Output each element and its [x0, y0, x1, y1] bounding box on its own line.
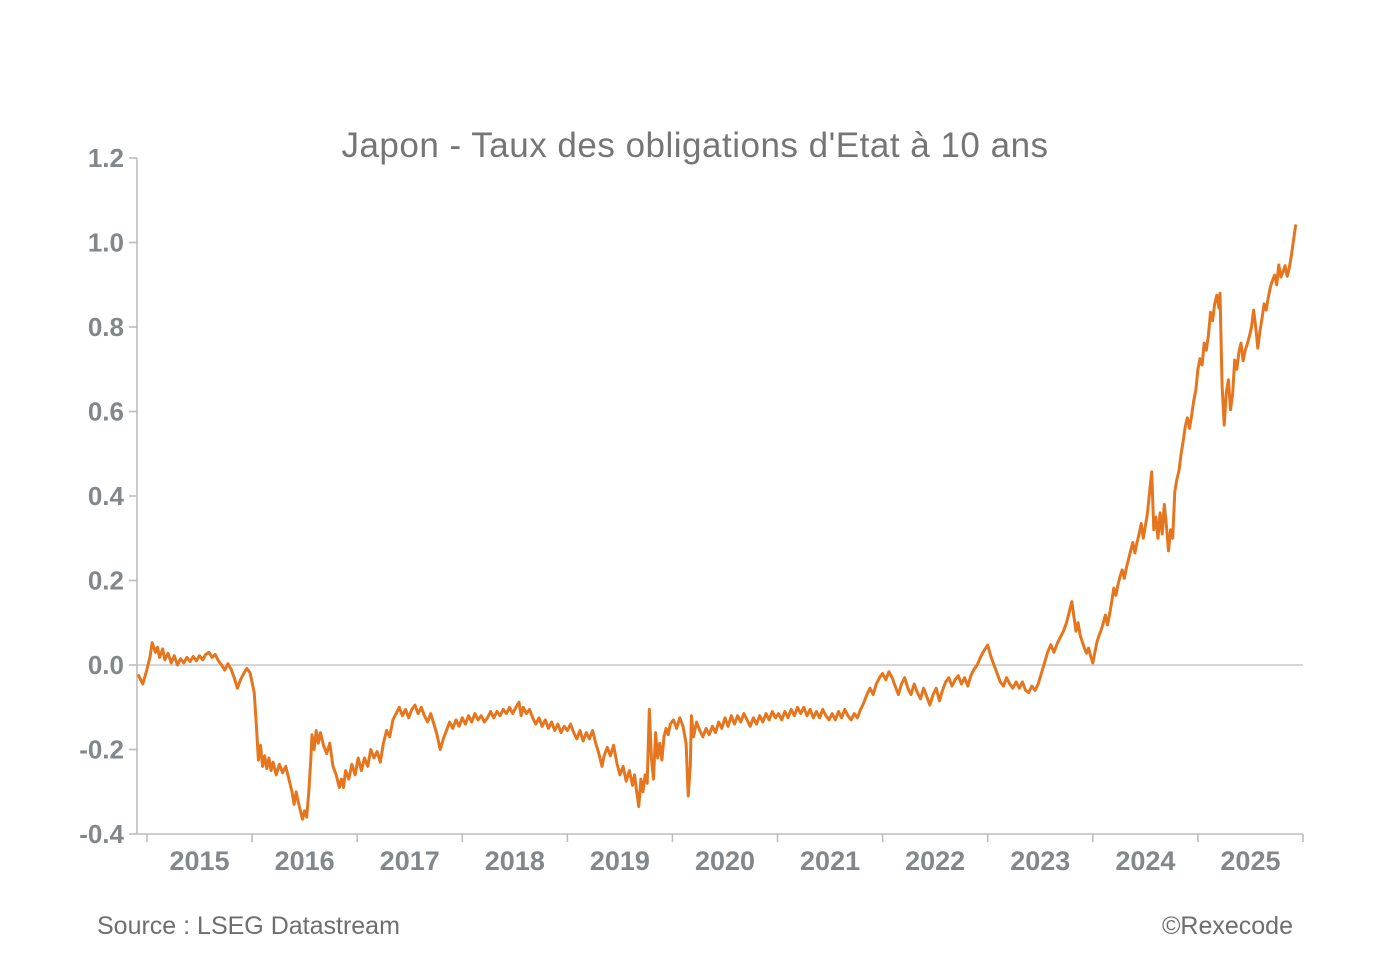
- x-tick-label: 2021: [800, 846, 860, 876]
- y-tick-label: 0.8: [88, 312, 124, 342]
- x-tick-label: 2022: [905, 846, 965, 876]
- y-tick-label: -0.2: [79, 735, 124, 765]
- x-tick-label: 2015: [169, 846, 229, 876]
- y-tick-label: 0.0: [88, 650, 124, 680]
- y-tick-label: 0.6: [88, 397, 124, 427]
- y-tick-label: 0.2: [88, 566, 124, 596]
- x-tick-label: 2020: [695, 846, 755, 876]
- x-tick-label: 2019: [590, 846, 650, 876]
- source-note: Source : LSEG Datastream: [97, 912, 400, 940]
- copyright-note: ©Rexecode: [1162, 912, 1293, 940]
- y-tick-label: -0.4: [79, 819, 124, 849]
- y-axis-ticks: -0.4 -0.2 0.0 0.2 0.4 0.6 0.8 1.0 1.2: [79, 143, 137, 849]
- x-axis-ticks: 2015 2016 2017 2018 2019 2020 2021 2022 2023 2024…: [146, 834, 1304, 876]
- chart-title: Japon - Taux des obligations d'Etat à 10…: [341, 126, 1049, 165]
- x-tick-label: 2024: [1115, 846, 1175, 876]
- y-tick-label: 1.0: [88, 228, 124, 258]
- axes: [136, 158, 1303, 835]
- y-tick-label: 0.4: [88, 481, 125, 511]
- x-tick-label: 2016: [275, 846, 335, 876]
- x-tick-label: 2017: [380, 846, 440, 876]
- x-tick-label: 2018: [485, 846, 545, 876]
- yield-line-series: [137, 224, 1298, 821]
- x-tick-label: 2023: [1010, 846, 1070, 876]
- y-tick-label: 1.2: [88, 143, 124, 173]
- x-tick-label: 2025: [1220, 846, 1280, 876]
